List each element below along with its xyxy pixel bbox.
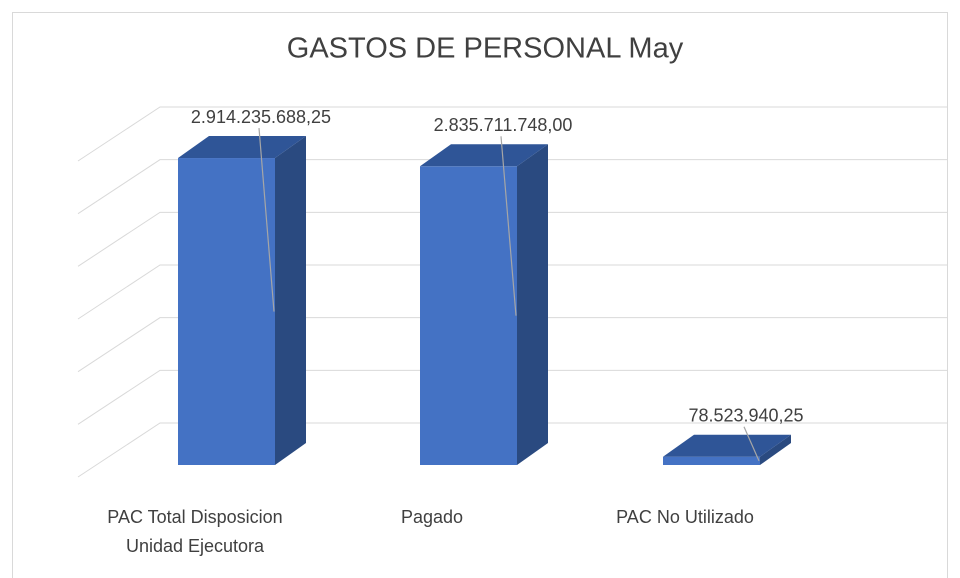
- chart-border: [12, 12, 948, 578]
- data-label: 78.523.940,25: [688, 405, 803, 425]
- grid-line: [77, 159, 948, 215]
- data-label: 2.835.711.748,00: [434, 115, 573, 135]
- bar-front: [420, 166, 517, 465]
- bar-side: [760, 434, 791, 465]
- grid-line: [77, 317, 948, 373]
- x-tick-label: Unidad Ejecutora: [126, 536, 265, 556]
- grid-line: [77, 264, 948, 320]
- bar-top: [178, 136, 306, 159]
- x-tick-label: PAC Total Disposicion: [107, 507, 282, 527]
- x-tick-label: PAC No Utilizado: [616, 507, 754, 527]
- bar-front: [178, 158, 275, 465]
- x-tick-label: Pagado: [401, 507, 463, 527]
- bar-top: [420, 144, 548, 167]
- bar-side: [275, 136, 306, 465]
- grid-line: [77, 369, 948, 425]
- bar-front: [663, 456, 760, 465]
- data-label: 2.914.235.688,25: [191, 107, 331, 127]
- leader-line: [500, 136, 517, 316]
- grid-line: [77, 211, 948, 267]
- grid-line: [77, 422, 948, 478]
- bar-side: [517, 144, 548, 465]
- leader-line: [258, 127, 275, 312]
- leader-line: [743, 426, 760, 462]
- grid-line: [77, 106, 948, 162]
- chart-title: GASTOS DE PERSONAL May: [287, 33, 684, 65]
- bar-top: [663, 434, 791, 457]
